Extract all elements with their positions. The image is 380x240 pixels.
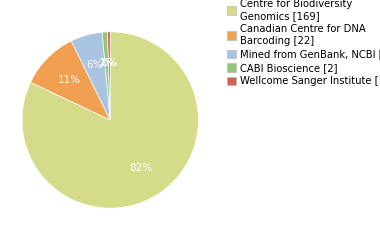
Text: 6%: 6% (86, 60, 103, 70)
Wedge shape (102, 32, 110, 120)
Text: 1%: 1% (98, 58, 115, 68)
Wedge shape (71, 32, 110, 120)
Wedge shape (22, 32, 198, 208)
Text: 82%: 82% (129, 163, 152, 174)
Text: 0%: 0% (101, 58, 117, 68)
Wedge shape (108, 32, 110, 120)
Legend: Centre for Biodiversity
Genomics [169], Canadian Centre for DNA
Barcoding [22], : Centre for Biodiversity Genomics [169], … (225, 0, 380, 88)
Wedge shape (30, 41, 110, 120)
Text: 11%: 11% (58, 75, 81, 85)
